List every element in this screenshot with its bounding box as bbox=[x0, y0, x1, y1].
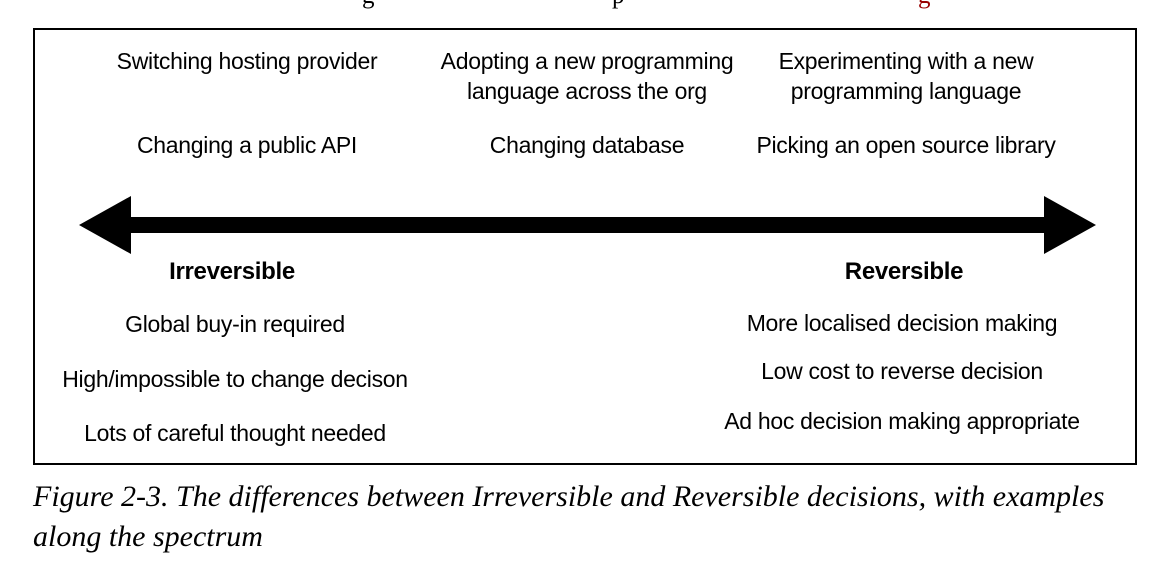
example-reversible-1: Experimenting with a new programming lan… bbox=[778, 48, 1034, 104]
irreversible-trait: Global buy-in required bbox=[125, 311, 345, 337]
clipped-text-line: g p g bbox=[0, 0, 1160, 10]
clipped-descender: g bbox=[362, 0, 375, 8]
example-middle-1: Adopting a new programming language acro… bbox=[440, 48, 734, 104]
example-reversible-2: Picking an open source library bbox=[756, 132, 1056, 158]
reversible-trait: Low cost to reverse decision bbox=[761, 358, 1043, 384]
irreversible-label: Irreversible bbox=[169, 258, 295, 285]
double-headed-arrow-icon bbox=[79, 196, 1096, 254]
clipped-link-descender[interactable]: g bbox=[918, 0, 931, 8]
clipped-descender: p bbox=[612, 0, 625, 8]
irreversible-trait: High/impossible to change decison bbox=[62, 366, 408, 392]
example-middle-2: Changing database bbox=[489, 132, 685, 158]
reversible-trait: More localised decision making bbox=[746, 310, 1058, 336]
figure-caption: Figure 2-3. The differences between Irre… bbox=[33, 480, 1105, 553]
figure-box: Switching hosting provider Changing a pu… bbox=[33, 28, 1137, 465]
example-irreversible-1: Switching hosting provider bbox=[116, 48, 378, 74]
reversible-trait: Ad hoc decision making appropriate bbox=[724, 408, 1080, 434]
irreversible-trait: Lots of careful thought needed bbox=[84, 420, 386, 446]
reversible-label: Reversible bbox=[844, 258, 964, 285]
example-irreversible-2: Changing a public API bbox=[136, 132, 358, 158]
